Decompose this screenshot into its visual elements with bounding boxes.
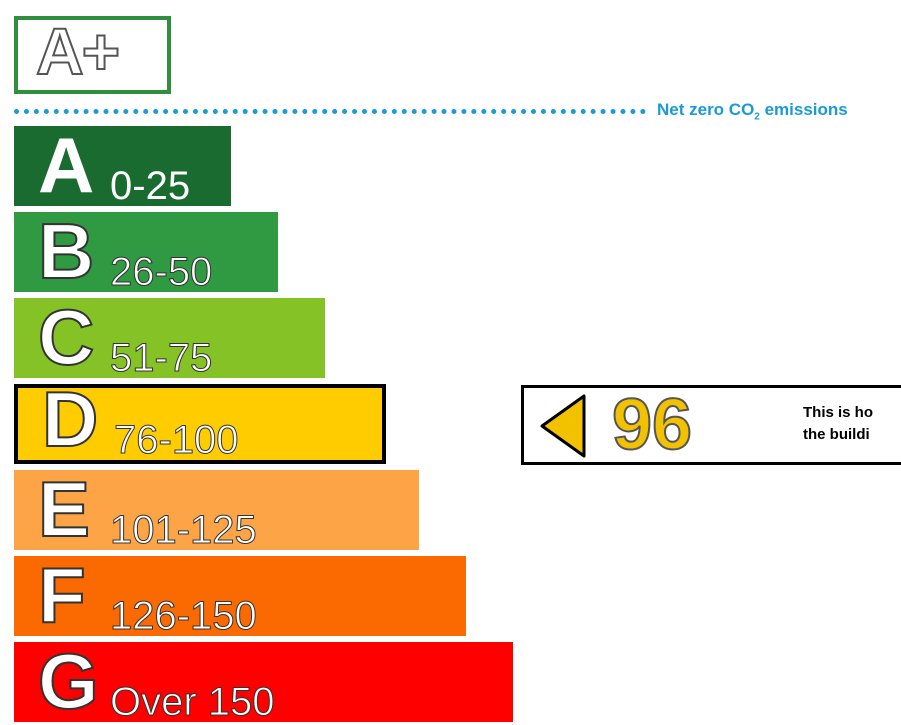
band-range: 51-75: [109, 336, 213, 380]
band-range: 126-150: [110, 594, 258, 638]
band-letter: C: [37, 293, 95, 381]
band-range: 0-25: [110, 164, 191, 208]
band-letter: A: [38, 121, 95, 209]
band-f: F 126-150: [14, 551, 466, 639]
rating-note-line-1: This is ho: [803, 404, 874, 421]
rating-note-line-2: the buildi: [803, 425, 870, 443]
band-a: A 0-25: [14, 126, 231, 206]
band-range: 101-125: [110, 508, 258, 552]
band-range: 26-50: [109, 250, 213, 294]
net-zero-label: Net zero CO2 emissions: [657, 100, 848, 123]
band-range: Over 150: [110, 680, 276, 724]
a-plus-label: A+: [35, 14, 121, 88]
band-g: G Over 150: [14, 637, 513, 725]
net-zero-line: [14, 109, 646, 114]
band-c: C 51-75: [14, 293, 325, 381]
band-letter: E: [37, 465, 91, 553]
band-letter: D: [41, 375, 99, 463]
current-rating-indicator: 96 This is ho the buildi: [521, 385, 901, 465]
band-letter: B: [37, 207, 95, 295]
band-letter: F: [37, 551, 87, 639]
band-range: 76-100: [114, 418, 240, 462]
rating-note: This is ho the buildi: [803, 402, 873, 446]
current-rating-value: 96: [611, 385, 693, 465]
rating-arrow-icon: [540, 394, 586, 458]
band-b: B 26-50: [14, 207, 278, 295]
band-letter: G: [37, 637, 100, 725]
a-plus-band: A+: [14, 16, 171, 94]
band-d: D 76-100: [14, 379, 386, 464]
band-e: E 101-125: [14, 465, 419, 553]
